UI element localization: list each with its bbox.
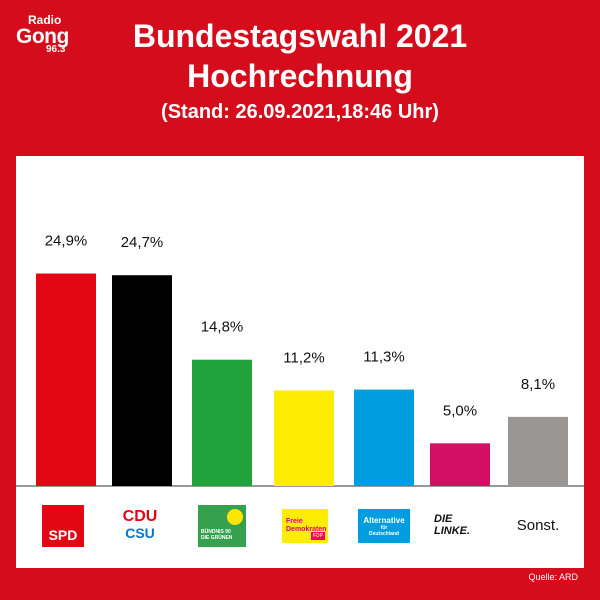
bar-fdp (274, 390, 334, 486)
source-note: Quelle: ARD (528, 572, 578, 582)
fdp-logo: Freie Demokraten FDP (282, 509, 328, 543)
data-label-spd: 24,9% (45, 233, 88, 250)
page-title: Bundestagswahl 2021 (132, 18, 468, 54)
linke-logo-text: DIE LINKE. (434, 513, 471, 537)
fdp-logo-line1: Freie (286, 518, 303, 525)
cdu-logo-text: CDU (122, 508, 158, 525)
spd-logo: SPD (42, 505, 84, 547)
chart-panel: 24,9% 24,7% 14,8% 11,2% 11,3% 5,0% 8,1% (16, 156, 584, 568)
bar-die-linke (430, 443, 490, 486)
linke-logo: DIE LINKE. (434, 510, 490, 540)
logo-line-radio: Radio (28, 13, 62, 27)
afd-logo: Alternative für Deutschland (358, 509, 410, 543)
data-label-cdu-csu: 24,7% (121, 234, 164, 251)
sonstige-label: Sonst. (508, 510, 568, 540)
sunflower-icon (227, 509, 243, 525)
logo-line-gong: Gong (16, 25, 69, 48)
fdp-logo-line2: Demokraten (286, 526, 327, 533)
logo-line-frequency: 96.3 (46, 44, 66, 55)
data-label-afd: 11,3% (363, 349, 404, 366)
fdp-logo-tag: FDP (311, 532, 325, 540)
bar-chart: 24,9% 24,7% 14,8% 11,2% 11,3% 5,0% 8,1% (16, 233, 584, 487)
afd-logo-line1: Alternative (363, 515, 405, 525)
data-label-die-linke: 5,0% (443, 402, 477, 419)
bar-afd (354, 389, 414, 486)
afd-logo-line3: Deutschland (368, 530, 399, 537)
gruene-logo-line1: BÜNDNIS 90 (201, 529, 231, 535)
page-subtitle: Hochrechnung (187, 58, 413, 94)
sonstige-label-text: Sonst. (516, 516, 560, 534)
gruene-logo: BÜNDNIS 90 DIE GRÜNEN (198, 505, 246, 547)
radio-gong-logo: Radio Gong 96.3 (14, 12, 80, 60)
bar-cdu-csu (112, 275, 172, 486)
afd-logo-line2: für (380, 524, 388, 531)
bar-gr-ne (192, 359, 252, 486)
timestamp: (Stand: 26.09.2021,18:46 Uhr) (161, 101, 439, 123)
data-label-fdp: 11,2% (283, 349, 324, 366)
cdu-csu-logo: CDU CSU (112, 505, 168, 545)
data-label-gr-ne: 14,8% (201, 319, 244, 336)
csu-logo-text: CSU (125, 525, 155, 541)
data-label-sonst-: 8,1% (521, 376, 555, 393)
spd-logo-text: SPD (48, 527, 78, 543)
gruene-logo-line2: DIE GRÜNEN (201, 535, 233, 541)
bar-sonst- (508, 416, 568, 486)
bar-spd (36, 273, 96, 486)
